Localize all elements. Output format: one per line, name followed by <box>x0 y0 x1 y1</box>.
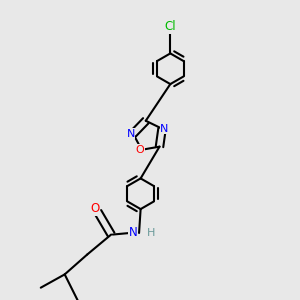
Text: N: N <box>160 124 169 134</box>
Text: Cl: Cl <box>164 20 176 33</box>
Text: N: N <box>127 129 135 139</box>
Text: H: H <box>147 228 155 238</box>
Text: O: O <box>136 145 145 155</box>
Text: N: N <box>129 226 138 239</box>
Text: O: O <box>90 202 99 215</box>
